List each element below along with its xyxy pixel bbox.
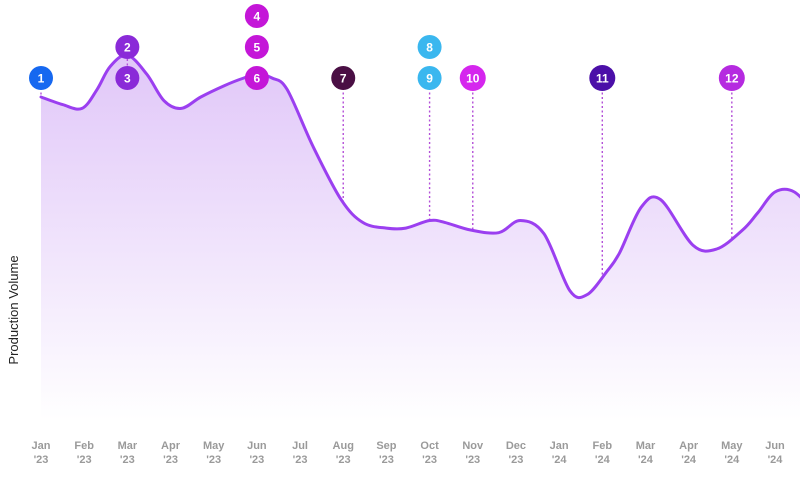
x-tick-year: '24: [724, 454, 740, 466]
series-line: [39, 53, 800, 300]
event-marker[interactable]: 7: [331, 66, 356, 90]
x-tick-year: '24: [638, 454, 654, 466]
x-tick-month: May: [721, 440, 743, 452]
x-tick-month: Oct: [420, 440, 439, 452]
event-marker[interactable]: 1: [29, 66, 53, 90]
event-marker[interactable]: 11: [589, 65, 616, 91]
y-axis-label: Production Volume: [6, 255, 21, 364]
x-tick-year: '23: [206, 454, 221, 466]
event-marker[interactable]: 10: [459, 65, 486, 91]
x-tick-month: Jun: [765, 440, 785, 452]
event-marker[interactable]: 2: [115, 35, 140, 59]
marker-label: 7: [340, 71, 347, 85]
marker-label: 12: [725, 71, 739, 85]
event-marker[interactable]: 3: [115, 66, 140, 90]
x-tick-month: Aug: [333, 440, 354, 452]
x-tick-month: Mar: [636, 440, 656, 452]
marker-label: 11: [596, 71, 609, 85]
x-tick-month: Dec: [506, 440, 526, 452]
x-tick-month: Sep: [376, 440, 396, 452]
marker-circle: [459, 65, 486, 91]
x-tick-year: '23: [249, 454, 264, 466]
x-tick-year: '23: [120, 454, 135, 466]
x-tick-year: '23: [77, 454, 92, 466]
x-tick-month: Jan: [550, 440, 569, 452]
x-tick-year: '24: [768, 454, 784, 466]
marker-label: 8: [426, 40, 433, 54]
marker-label: 3: [124, 71, 131, 85]
x-tick-year: '23: [379, 454, 394, 466]
event-marker[interactable]: 5: [244, 35, 269, 59]
marker-label: 5: [254, 40, 261, 54]
marker-circle: [244, 66, 269, 90]
x-tick-year: '23: [293, 454, 308, 466]
area-fill: [41, 55, 800, 420]
marker-label: 6: [254, 71, 261, 85]
x-tick-year: '23: [465, 454, 480, 466]
x-tick-year: '23: [34, 454, 49, 466]
x-tick-month: Jan: [32, 440, 51, 452]
event-marker[interactable]: 9: [417, 66, 442, 90]
marker-label: 2: [124, 40, 131, 54]
x-tick-month: Feb: [593, 440, 613, 452]
event-marker[interactable]: 6: [244, 66, 269, 90]
x-tick-month: Mar: [118, 440, 138, 452]
x-tick-year: '23: [422, 454, 437, 466]
x-tick-month: Jul: [292, 440, 308, 452]
marker-label: 9: [426, 71, 433, 85]
marker-circle: [417, 66, 442, 90]
marker-circle: [417, 35, 442, 59]
x-tick-year: '23: [509, 454, 524, 466]
marker-circle: [331, 66, 356, 90]
x-tick-month: May: [203, 440, 225, 452]
x-tick-month: Apr: [161, 440, 181, 452]
marker-circle: [29, 66, 53, 90]
x-tick-year: '24: [552, 454, 568, 466]
marker-label: 10: [466, 71, 480, 85]
x-tick-year: '23: [163, 454, 178, 466]
event-marker[interactable]: 8: [417, 35, 442, 59]
x-tick-month: Apr: [679, 440, 699, 452]
event-marker[interactable]: 4: [244, 4, 269, 28]
marker-circle: [115, 66, 140, 90]
marker-label: 4: [254, 9, 261, 23]
x-tick-year: '24: [595, 454, 611, 466]
x-tick-year: '23: [336, 454, 351, 466]
marker-circle: [244, 4, 269, 28]
x-tick-month: Nov: [462, 440, 484, 452]
marker-label: 1: [38, 71, 45, 85]
x-tick-year: '24: [681, 454, 697, 466]
x-tick-month: Jun: [247, 440, 267, 452]
event-marker[interactable]: 12: [718, 65, 745, 91]
marker-circle: [589, 65, 616, 91]
marker-circle: [244, 35, 269, 59]
marker-circle: [115, 35, 140, 59]
marker-circle: [718, 65, 745, 91]
x-tick-month: Feb: [74, 440, 94, 452]
